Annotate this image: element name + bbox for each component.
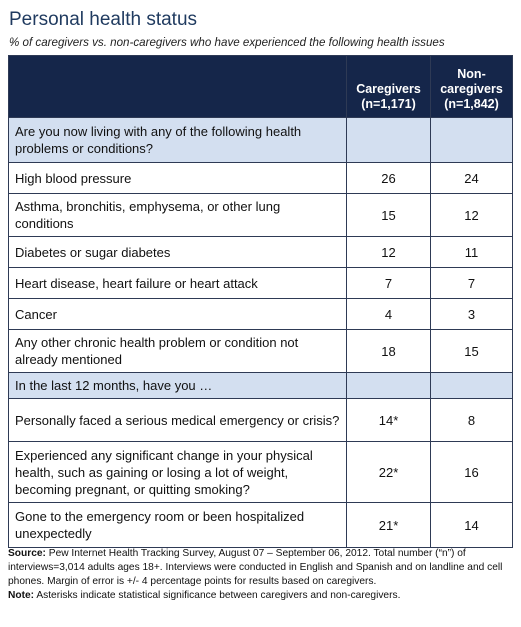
caregivers-value: 26 xyxy=(346,162,431,194)
noncaregivers-value xyxy=(430,117,513,163)
header-caregivers: Caregivers (n=1,171) xyxy=(346,55,431,118)
noncaregivers-value: 8 xyxy=(430,398,513,442)
noncaregivers-value: 7 xyxy=(430,267,513,299)
page-subtitle: % of caregivers vs. non-caregivers who h… xyxy=(9,36,445,49)
caregivers-value: 21* xyxy=(346,502,431,548)
table-row: Asthma, bronchitis, emphysema, or other … xyxy=(8,193,513,237)
row-label: Personally faced a serious medical emerg… xyxy=(8,398,347,442)
header-noncaregivers-name-line2: caregivers xyxy=(440,82,503,96)
health-status-table: Caregivers (n=1,171) Non- caregivers (n=… xyxy=(8,55,513,548)
row-label: Diabetes or sugar diabetes xyxy=(8,236,347,268)
row-label: Asthma, bronchitis, emphysema, or other … xyxy=(8,193,347,237)
header-caregivers-n: (n=1,171) xyxy=(361,97,416,111)
source-label: Source: xyxy=(8,548,46,559)
header-noncaregivers-n: (n=1,842) xyxy=(444,97,499,111)
caregivers-value xyxy=(346,117,431,163)
table-row: Cancer 4 3 xyxy=(8,298,513,330)
caregivers-value: 15 xyxy=(346,193,431,237)
caregivers-value: 4 xyxy=(346,298,431,330)
noncaregivers-value: 12 xyxy=(430,193,513,237)
header-noncaregivers-name-line1: Non- xyxy=(457,67,486,81)
note-text: Asterisks indicate statistical significa… xyxy=(36,590,401,601)
table-row: Experienced any significant change in yo… xyxy=(8,441,513,503)
header-caregivers-name: Caregivers xyxy=(356,82,421,96)
row-label: Heart disease, heart failure or heart at… xyxy=(8,267,347,299)
row-label: Cancer xyxy=(8,298,347,330)
caregivers-value: 12 xyxy=(346,236,431,268)
caregivers-value: 18 xyxy=(346,329,431,373)
caregivers-value: 14* xyxy=(346,398,431,442)
table-row: Gone to the emergency room or been hospi… xyxy=(8,502,513,548)
table-header-row: Caregivers (n=1,171) Non- caregivers (n=… xyxy=(8,55,513,118)
row-label: In the last 12 months, have you … xyxy=(8,372,347,399)
row-label: Any other chronic health problem or cond… xyxy=(8,329,347,373)
table-row: High blood pressure 26 24 xyxy=(8,162,513,194)
row-label: Gone to the emergency room or been hospi… xyxy=(8,502,347,548)
noncaregivers-value: 14 xyxy=(430,502,513,548)
footnote: Source: Pew Internet Health Tracking Sur… xyxy=(8,547,514,603)
source-text: Pew Internet Health Tracking Survey, Aug… xyxy=(8,548,503,587)
noncaregivers-value: 3 xyxy=(430,298,513,330)
row-label: High blood pressure xyxy=(8,162,347,194)
note-label: Note: xyxy=(8,590,35,601)
table-row: Heart disease, heart failure or heart at… xyxy=(8,267,513,299)
row-label: Are you now living with any of the follo… xyxy=(8,117,347,163)
table-row: Diabetes or sugar diabetes 12 11 xyxy=(8,236,513,268)
noncaregivers-value: 24 xyxy=(430,162,513,194)
caregivers-value: 7 xyxy=(346,267,431,299)
table-body: Are you now living with any of the follo… xyxy=(8,117,513,548)
noncaregivers-value: 16 xyxy=(430,441,513,503)
table-row: Any other chronic health problem or cond… xyxy=(8,329,513,373)
noncaregivers-value: 15 xyxy=(430,329,513,373)
table-row: Personally faced a serious medical emerg… xyxy=(8,398,513,442)
header-blank xyxy=(8,55,347,118)
header-noncaregivers: Non- caregivers (n=1,842) xyxy=(430,55,513,118)
page-title: Personal health status xyxy=(9,9,198,30)
caregivers-value: 22* xyxy=(346,441,431,503)
section-row: Are you now living with any of the follo… xyxy=(8,117,513,163)
section-row: In the last 12 months, have you … xyxy=(8,372,513,399)
noncaregivers-value xyxy=(430,372,513,399)
noncaregivers-value: 11 xyxy=(430,236,513,268)
caregivers-value xyxy=(346,372,431,399)
row-label: Experienced any significant change in yo… xyxy=(8,441,347,503)
